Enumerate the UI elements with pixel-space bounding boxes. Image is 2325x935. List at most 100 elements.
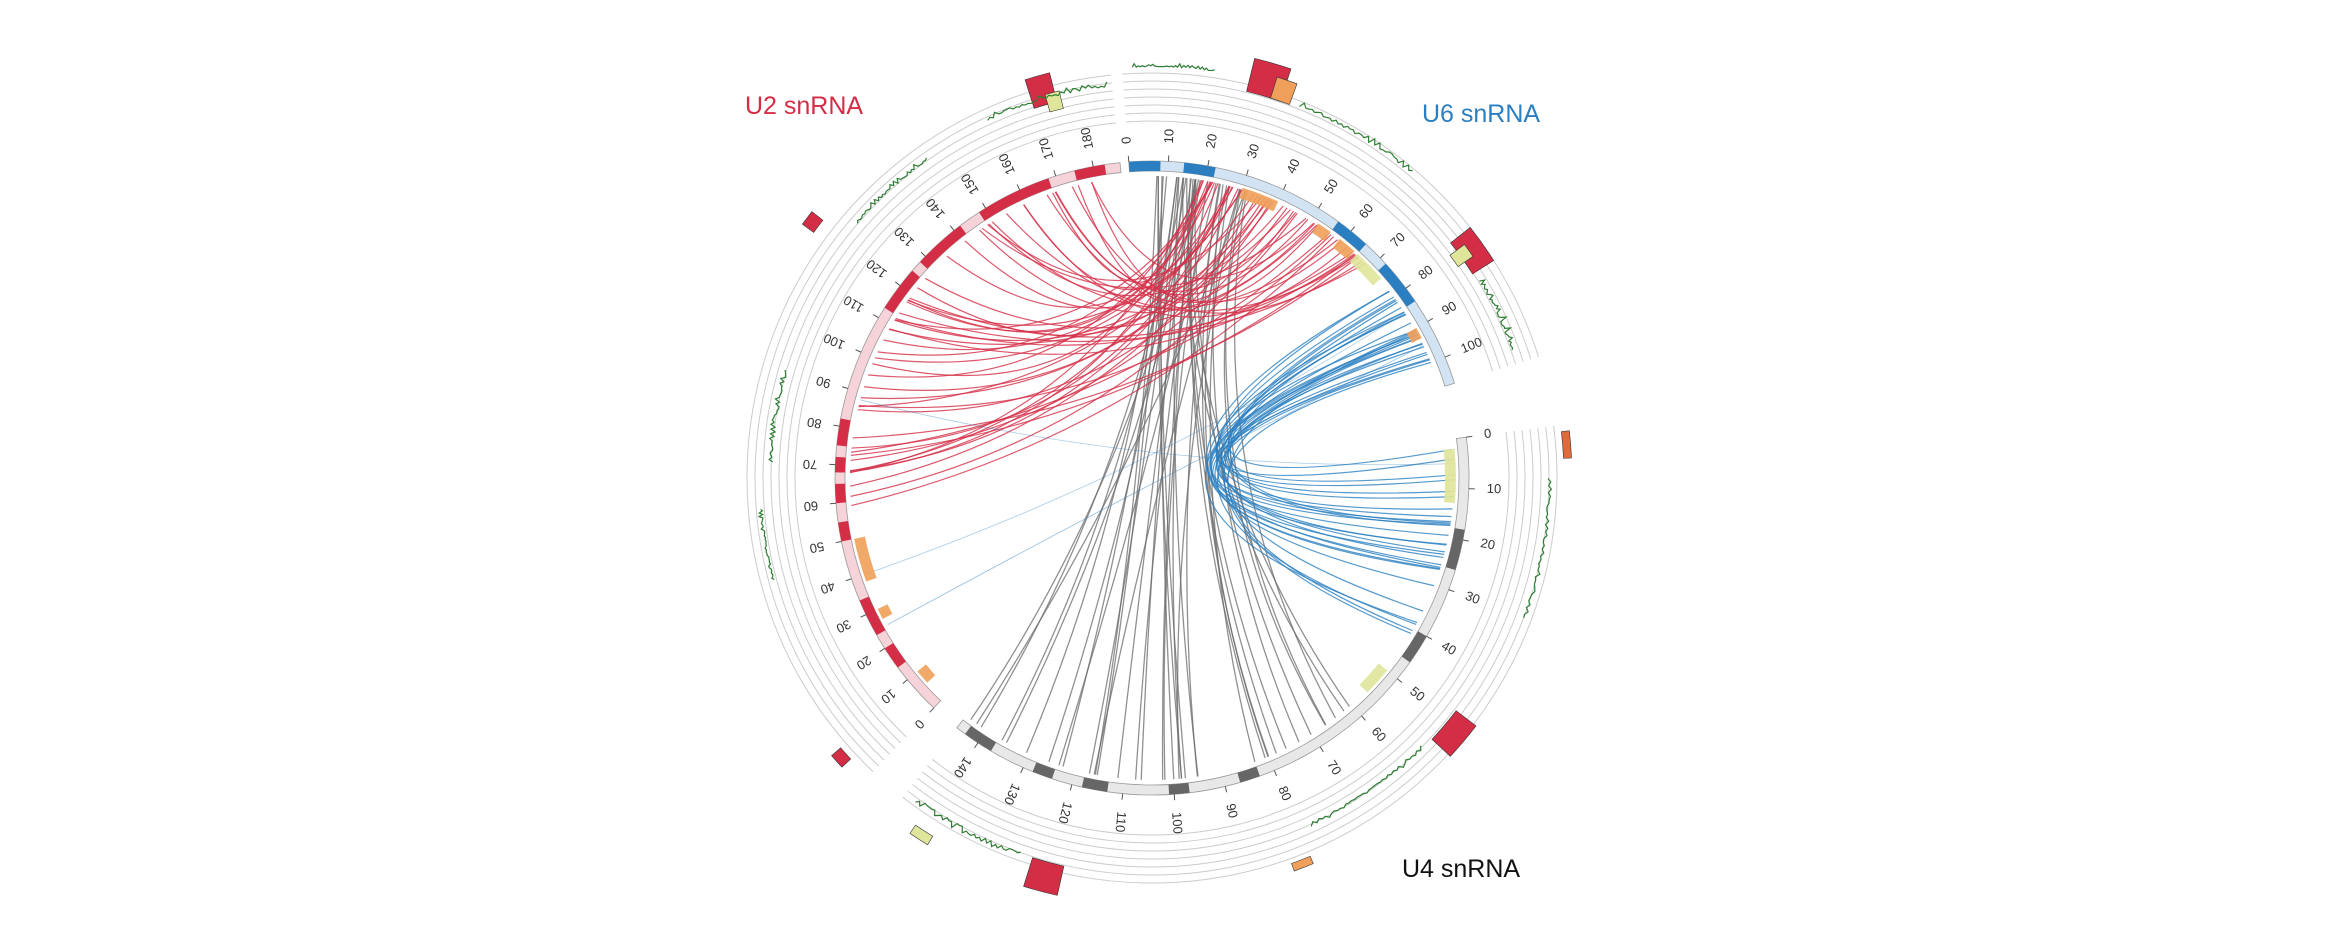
u4-ideogram-block xyxy=(965,726,996,751)
u2-tick-label: 40 xyxy=(819,578,837,597)
u2-tick xyxy=(861,615,866,618)
u6-tick xyxy=(1284,184,1286,189)
u2-tick-label: 60 xyxy=(803,498,819,514)
u2-track-ring xyxy=(771,99,1113,754)
u6-tick-label: 0 xyxy=(1118,136,1133,144)
u2-histogram-trace xyxy=(759,509,774,579)
u4-tick xyxy=(1070,785,1072,791)
u2-tick xyxy=(930,708,934,712)
u2-ideogram-block xyxy=(885,271,920,314)
u6-tick-label: 80 xyxy=(1415,262,1436,283)
u4-tick xyxy=(1466,436,1472,437)
u4-histogram-bar xyxy=(1432,711,1476,757)
u4-ideogram-block xyxy=(1169,783,1190,795)
u2-histogram-bar xyxy=(802,212,823,233)
u4-ideogram-block xyxy=(1446,528,1465,570)
u2-tick-label: 170 xyxy=(1036,136,1057,161)
u2-track-ring xyxy=(779,107,1114,749)
u6-tick xyxy=(1208,160,1209,166)
u6-snrna-label: U6 snRNA xyxy=(1422,100,1540,129)
u4-tick-label: 120 xyxy=(1056,800,1076,825)
u2-tick-label: 10 xyxy=(878,686,899,707)
u2-tick-label: 140 xyxy=(923,195,948,221)
u2-tick xyxy=(921,252,925,256)
u4-tick xyxy=(1449,590,1455,592)
u4-tick xyxy=(1427,636,1432,639)
u4-tick-label: 80 xyxy=(1275,784,1294,803)
u6-tick-label: 60 xyxy=(1356,201,1377,222)
u2-tick-label: 70 xyxy=(802,457,817,473)
u4-tick xyxy=(1362,716,1366,721)
u4-tick xyxy=(1021,768,1023,773)
u4-histogram-trace xyxy=(915,801,1020,852)
u4-tick-label: 110 xyxy=(1113,811,1130,833)
u2-tick-label: 90 xyxy=(814,373,832,391)
u6-tick xyxy=(1246,170,1248,176)
u2-tick xyxy=(895,282,900,286)
u4-tick-label: 20 xyxy=(1479,535,1496,553)
u2-ideogram-block xyxy=(835,484,846,503)
u2-tick xyxy=(982,203,985,208)
u4-histogram-trace xyxy=(1311,746,1420,827)
segment-ideograms xyxy=(835,161,1469,795)
u4-tick xyxy=(975,743,978,748)
u6-tick-label: 10 xyxy=(1161,129,1177,144)
u6-tick xyxy=(1319,203,1322,208)
u2-ideogram-block xyxy=(837,419,851,447)
u2-tick xyxy=(1092,161,1093,167)
u4-tick-label: 90 xyxy=(1223,802,1241,820)
u6-tick xyxy=(1406,285,1411,289)
u4-tick xyxy=(1397,679,1402,683)
u4-tick xyxy=(1463,540,1469,541)
u2-ideogram-block xyxy=(979,178,1052,220)
u2-tick xyxy=(950,226,954,231)
u2-ideogram-block xyxy=(885,643,906,667)
u4-snrna-label: U4 snRNA xyxy=(1402,855,1520,884)
u2-tick-label: 180 xyxy=(1077,126,1096,150)
u6-histogram-trace xyxy=(1132,64,1214,71)
u2-tick xyxy=(1054,170,1056,176)
u4-histogram-bar xyxy=(910,825,933,845)
u4-tick-label: 40 xyxy=(1439,638,1459,658)
u2-tick xyxy=(873,315,878,318)
u2-ideogram-block xyxy=(920,226,966,269)
u6-tick-label: 30 xyxy=(1244,142,1263,160)
u2-tick-label: 130 xyxy=(891,224,917,250)
u4-histogram-bar xyxy=(1292,856,1314,871)
u4-tick-label: 100 xyxy=(1169,812,1185,835)
u6-tick-label: 40 xyxy=(1283,156,1303,175)
link-ribbon xyxy=(1187,178,1350,707)
u6-tick xyxy=(1380,254,1384,258)
link-ribbon xyxy=(1118,179,1191,779)
u2-tick xyxy=(903,680,908,684)
u2-tick-label: 120 xyxy=(863,256,889,281)
u4-tick-label: 70 xyxy=(1324,757,1344,777)
u2-tick-label: 50 xyxy=(808,539,825,557)
u6-tick xyxy=(1351,227,1355,232)
u2-tick xyxy=(836,541,842,542)
u6-tick-label: 20 xyxy=(1203,132,1220,149)
u4-ideogram-block xyxy=(1402,631,1427,662)
u2-tick-label: 0 xyxy=(912,717,928,733)
u4-ideogram xyxy=(957,437,1469,795)
u2-snrna-label: U2 snRNA xyxy=(745,92,863,121)
u4-tick-label: 10 xyxy=(1487,481,1502,496)
u4-highlight-region xyxy=(1444,449,1456,503)
u6-ideogram-block xyxy=(1129,161,1161,172)
u2-tick xyxy=(856,350,862,352)
u6-tick-label: 90 xyxy=(1439,298,1459,318)
u6-tick-label: 50 xyxy=(1321,176,1341,196)
u4-tick-label: 0 xyxy=(1483,425,1492,441)
u2-histogram-bar xyxy=(1045,91,1063,112)
u2-tick-label: 20 xyxy=(854,653,874,673)
segment-ticks: 0102030405060708090100110120130140150160… xyxy=(802,126,1501,834)
link-ribbon xyxy=(1226,189,1326,725)
outer-track-rings xyxy=(747,73,1557,883)
u2-tick-label: 30 xyxy=(834,617,854,637)
u4-tick-label: 50 xyxy=(1407,684,1428,705)
u6-tick xyxy=(1428,318,1433,321)
u4-tick xyxy=(1320,747,1323,752)
u2-tick-label: 80 xyxy=(806,414,823,431)
u4-tick-label: 140 xyxy=(951,754,975,780)
